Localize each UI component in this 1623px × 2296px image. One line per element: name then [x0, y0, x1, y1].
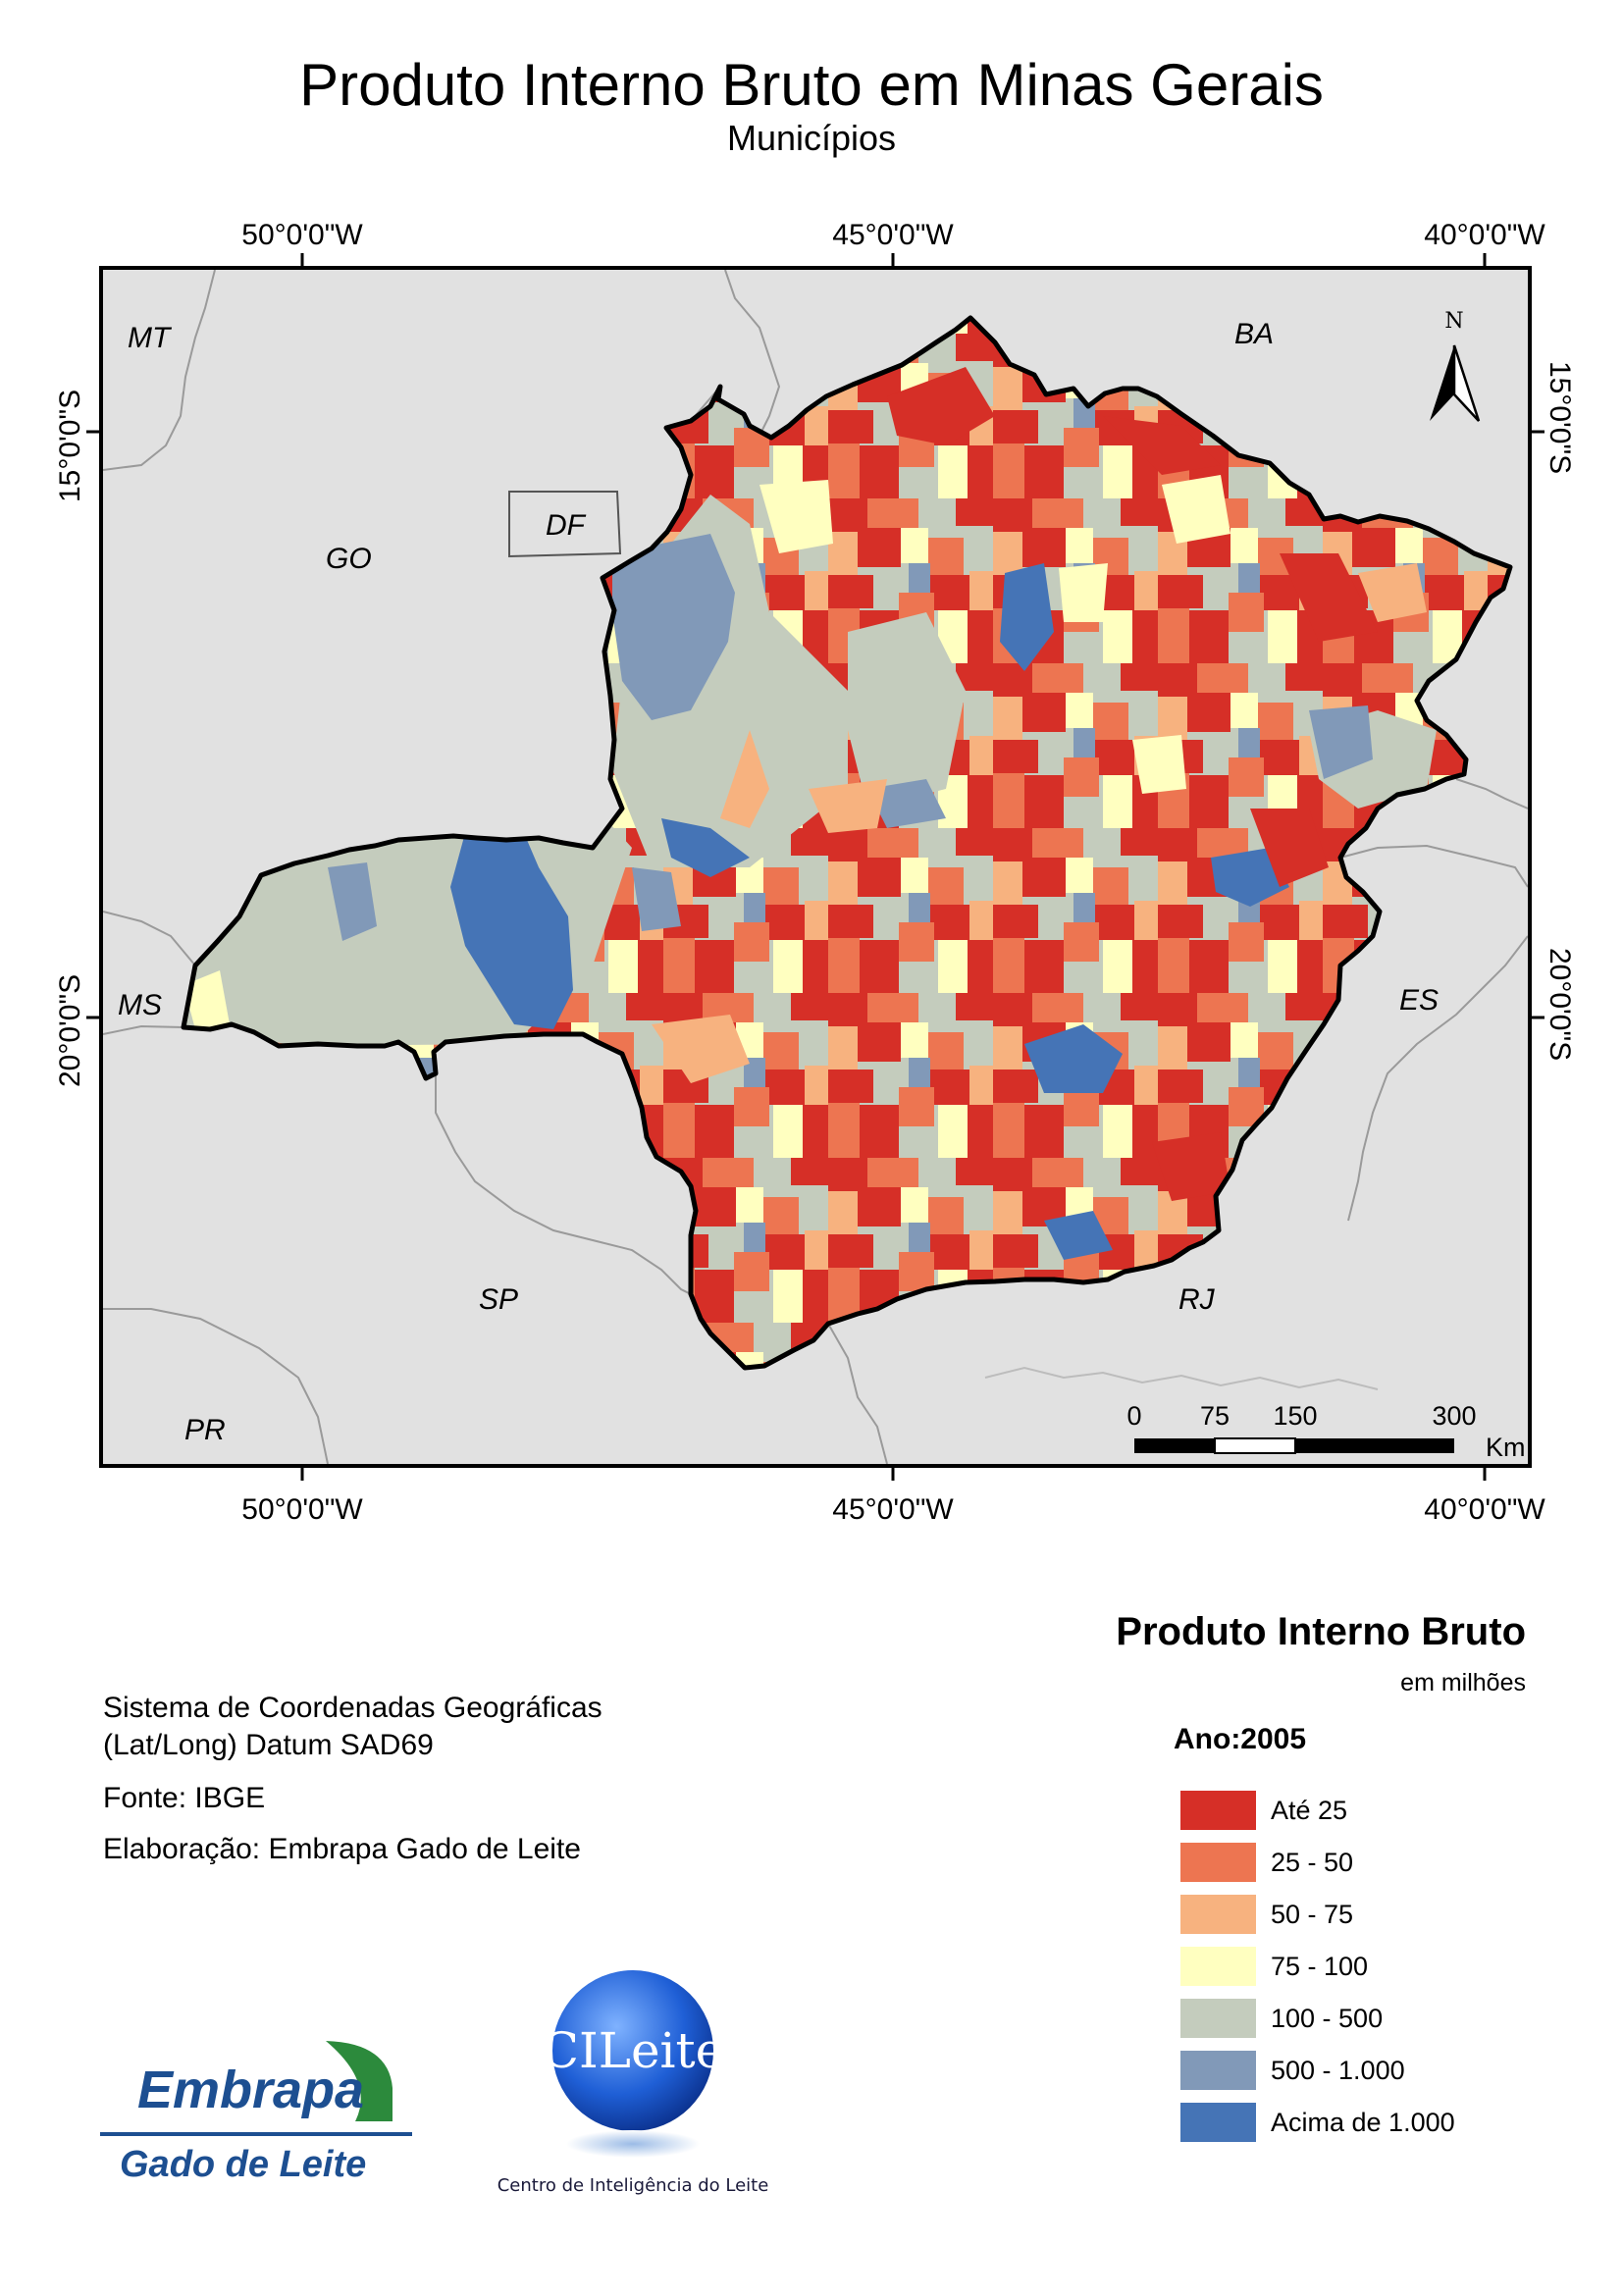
state-label-es: ES	[1399, 984, 1439, 1017]
author-text: Elaboração: Embrapa Gado de Leite	[103, 1833, 581, 1865]
scale-bar: 0 75 150 300 Km	[1126, 1401, 1525, 1462]
legend-swatch	[1180, 2103, 1256, 2142]
lon-label-bottom-40w: 40°0'0"W	[1424, 1493, 1545, 1526]
scale-unit: Km	[1486, 1433, 1526, 1462]
legend-title: Produto Interno Bruto	[1116, 1610, 1526, 1653]
lon-label-top-45w: 45°0'0"W	[832, 219, 954, 251]
map-frame: MT BA GO DF MS ES SP RJ PR N 0 75 150 30…	[99, 266, 1532, 1468]
cileite-logo: CILeite Centro de Inteligência do Leite	[497, 1970, 769, 2196]
map-subtitle: Municípios	[726, 118, 897, 158]
scale-tick-300: 300	[1432, 1401, 1476, 1431]
legend-swatch	[1180, 1791, 1256, 1830]
state-label-rj: RJ	[1178, 1283, 1216, 1316]
legend-label: Acima de 1.000	[1271, 2108, 1455, 2137]
df-boundary	[508, 491, 622, 558]
coordinate-system-line1: Sistema de Coordenadas Geográficas	[103, 1692, 602, 1724]
minas-gerais-outline	[181, 315, 1513, 1371]
legend-label: 75 - 100	[1271, 1952, 1369, 1981]
embrapa-unit: Gado de Leite	[120, 2144, 366, 2185]
scale-tick-75: 75	[1200, 1401, 1230, 1431]
state-label-ba: BA	[1234, 318, 1274, 350]
map-canvas: MT BA GO DF MS ES SP RJ PR N 0 75 150 30…	[103, 270, 1528, 1464]
legend-swatch	[1180, 1843, 1256, 1882]
scale-tick-0: 0	[1126, 1401, 1141, 1431]
lon-label-top-40w: 40°0'0"W	[1424, 219, 1545, 251]
legend-subtitle: em milhões	[1400, 1669, 1526, 1696]
state-label-go: GO	[326, 543, 372, 575]
state-label-df: DF	[546, 509, 587, 542]
lon-label-bottom-45w: 45°0'0"W	[832, 1493, 954, 1526]
lon-label-top-50w: 50°0'0"W	[241, 219, 363, 251]
legend-label: 25 - 50	[1271, 1848, 1354, 1877]
map-title: Produto Interno Bruto em Minas Gerais	[299, 52, 1324, 118]
legend-label: Até 25	[1271, 1796, 1348, 1825]
lon-label-bottom-50w: 50°0'0"W	[241, 1493, 363, 1526]
graticule-ticks	[86, 253, 1544, 1481]
legend-swatch	[1180, 1895, 1256, 1934]
state-label-ms: MS	[118, 989, 162, 1021]
legend-year: Ano:2005	[1174, 1723, 1307, 1755]
cileite-caption: Centro de Inteligência do Leite	[497, 2175, 769, 2196]
legend-label: 500 - 1.000	[1271, 2056, 1405, 2085]
state-label-sp: SP	[479, 1283, 518, 1316]
legend-swatch	[1180, 2051, 1256, 2090]
embrapa-logo: Embrapa Gado de Leite	[100, 2041, 412, 2185]
cileite-name: CILeite	[542, 2022, 724, 2079]
legend-swatch	[1180, 1947, 1256, 1986]
source-text: Fonte: IBGE	[103, 1782, 266, 1814]
state-label-pr: PR	[184, 1414, 226, 1446]
north-arrow-label: N	[1444, 309, 1463, 334]
embrapa-name: Embrapa	[137, 2061, 364, 2119]
north-arrow: N	[1430, 309, 1481, 422]
legend-label: 50 - 75	[1271, 1900, 1354, 1929]
legend-label: 100 - 500	[1271, 2004, 1384, 2033]
legend-swatch	[1180, 1999, 1256, 2038]
state-label-mt: MT	[128, 322, 173, 354]
coordinate-system-line2: (Lat/Long) Datum SAD69	[103, 1729, 434, 1761]
scale-tick-150: 150	[1273, 1401, 1317, 1431]
